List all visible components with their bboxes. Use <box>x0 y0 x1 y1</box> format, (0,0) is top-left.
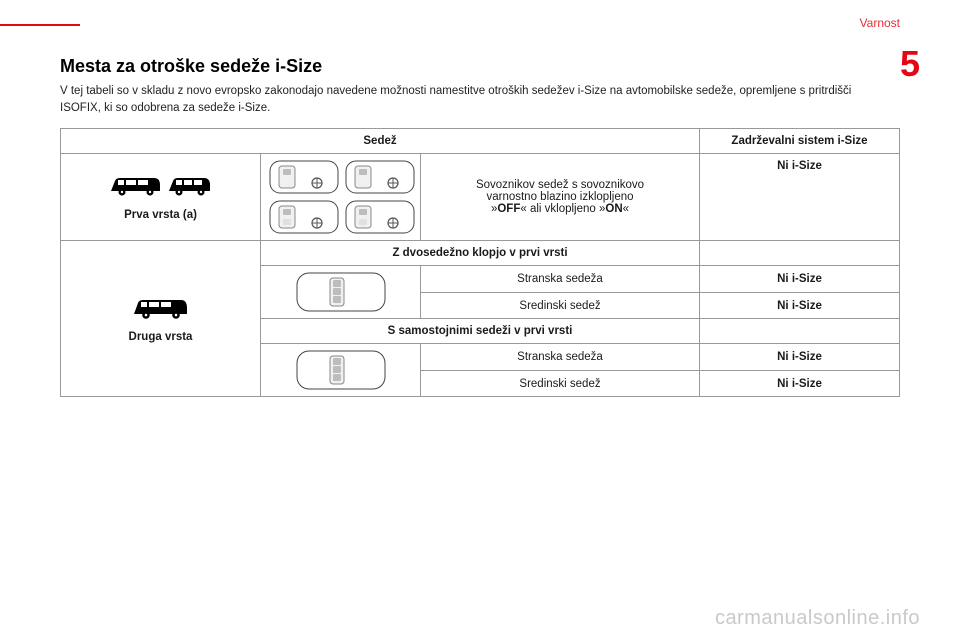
row2-ind-centre-result: Ni i-Size <box>700 370 900 397</box>
van-side-icon <box>133 295 189 323</box>
vehicle-top-icon <box>345 160 415 194</box>
table-row: Prva vrsta (a) <box>61 154 900 241</box>
row2-ind-side-result: Ni i-Size <box>700 344 900 371</box>
txt: « <box>623 203 629 215</box>
table-head-row: Sedež Zadrževalni sistem i-Size <box>61 129 900 154</box>
row2-ind-topview <box>261 344 421 397</box>
empty-cell <box>700 241 900 266</box>
header-category: Varnost <box>860 16 900 30</box>
row2-subhead-individual: S samostojnimi sedeži v prvi vrsti <box>261 319 700 344</box>
row2-ind-centre: Sredinski sedež <box>421 370 700 397</box>
page-content: Mesta za otroške sedeže i-Size V tej tab… <box>0 0 960 417</box>
vehicle-top-individual-icon <box>296 350 386 390</box>
row1-result: Ni i-Size <box>700 154 900 241</box>
row1-label-cell: Prva vrsta (a) <box>61 154 261 241</box>
row1-desc-line1: Sovoznikov sedež s sovoznikovo <box>429 179 691 191</box>
vehicle-top-icon <box>269 200 339 234</box>
row2-label: Druga vrsta <box>69 331 252 343</box>
empty-cell <box>700 319 900 344</box>
van-single-icon <box>69 295 252 323</box>
row1-desc-line2: varnostno blazino izklopljeno <box>429 191 691 203</box>
row2-ind-side: Stranska sedeža <box>421 344 700 371</box>
chapter-number: 5 <box>900 46 920 82</box>
page-title: Mesta za otroške sedeže i-Size <box>60 56 900 77</box>
vehicle-top-icon <box>269 160 339 194</box>
row2-bench-side-result: Ni i-Size <box>700 266 900 293</box>
txt: « ali vklopljeno » <box>520 203 605 215</box>
isize-table: Sedež Zadrževalni sistem i-Size <box>60 128 900 397</box>
van-pair-icon <box>69 173 252 199</box>
row2-bench-side: Stranska sedeža <box>421 266 700 293</box>
vehicle-top-icon <box>345 200 415 234</box>
row2-bench-topview <box>261 266 421 319</box>
off-label: OFF <box>497 203 520 215</box>
topview-grid <box>269 160 412 234</box>
intro-paragraph: V tej tabeli so v skladu z novo evropsko… <box>60 83 860 116</box>
row1-label: Prva vrsta (a) <box>69 209 252 221</box>
vehicle-top-bench-icon <box>296 272 386 312</box>
accent-bar <box>0 24 80 26</box>
th-seat: Sedež <box>61 129 700 154</box>
row2-bench-centre: Sredinski sedež <box>421 292 700 319</box>
row2-subhead-bench: Z dvosedežno klopjo v prvi vrsti <box>261 241 700 266</box>
table-row: Druga vrsta Z dvosedežno klopjo v prvi v… <box>61 241 900 266</box>
van-side-short-icon <box>168 173 212 199</box>
row1-desc: Sovoznikov sedež s sovoznikovo varnostno… <box>421 154 700 241</box>
row2-label-cell: Druga vrsta <box>61 241 261 397</box>
on-label: ON <box>605 203 622 215</box>
row1-desc-line3: »OFF« ali vklopljeno »ON« <box>429 203 691 215</box>
watermark: carmanualsonline.info <box>715 607 920 630</box>
row2-bench-centre-result: Ni i-Size <box>700 292 900 319</box>
row1-topview-cell <box>261 154 421 241</box>
van-side-icon <box>110 173 162 199</box>
th-system: Zadrževalni sistem i-Size <box>700 129 900 154</box>
